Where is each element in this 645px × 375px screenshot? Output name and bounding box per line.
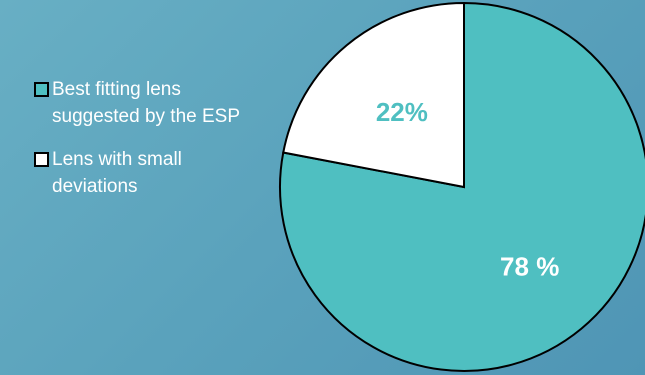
legend-label: Best fitting lens suggested by the ESP	[52, 79, 241, 127]
legend-swatch-white	[34, 152, 49, 167]
pie-slice-1	[282, 1, 465, 189]
pie-label-0: 78 %	[500, 251, 559, 281]
legend: Best fitting lens suggested by the ESP L…	[34, 76, 264, 216]
legend-label: Lens with small deviations	[52, 149, 182, 197]
legend-item-best-fitting: Best fitting lens suggested by the ESP	[34, 76, 264, 130]
legend-item-small-deviations: Lens with small deviations	[34, 146, 264, 200]
legend-swatch-teal	[34, 82, 49, 97]
pie-label-1: 22%	[376, 97, 428, 127]
